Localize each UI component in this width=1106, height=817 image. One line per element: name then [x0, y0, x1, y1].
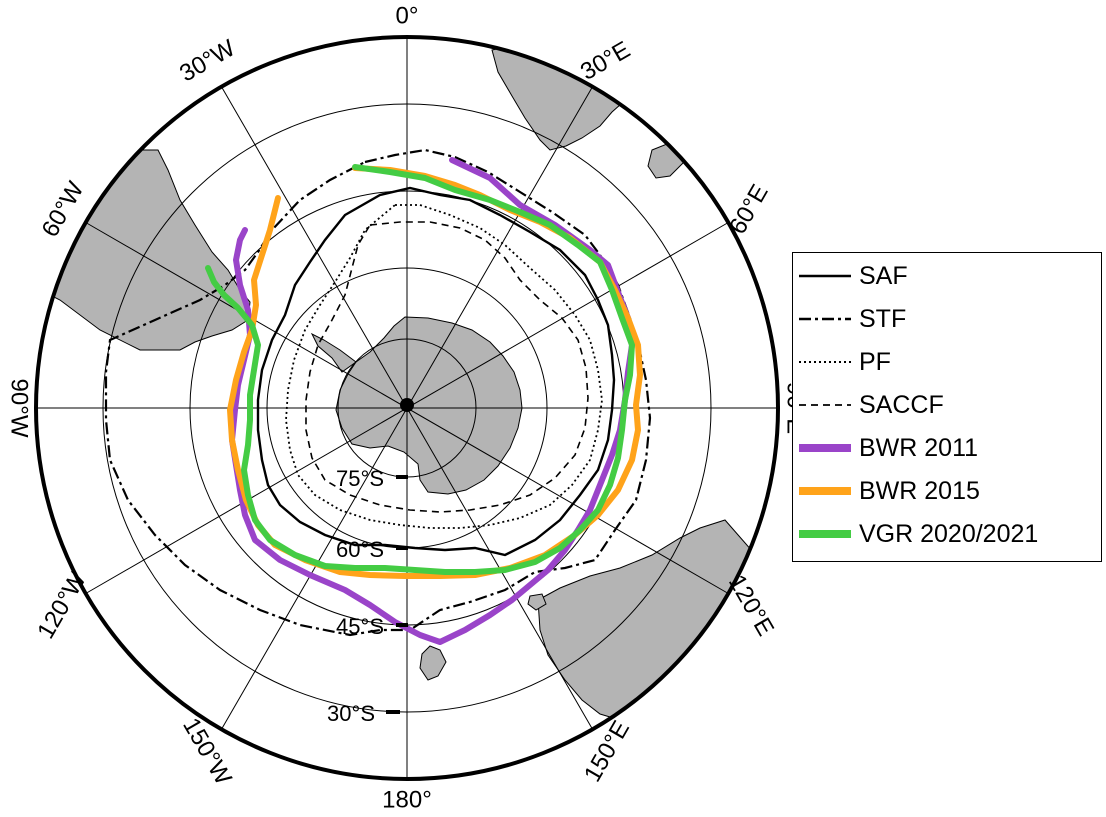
- legend-swatch-saf: [799, 274, 851, 278]
- legend-swatch-bwr-2015: [799, 487, 851, 495]
- lon-label-0: 0°: [396, 2, 419, 29]
- lat-label-30s: 30°S: [327, 701, 375, 726]
- legend-swatch-pf: [799, 361, 851, 363]
- legend-item-bwr-2011: BWR 2011: [799, 433, 978, 463]
- legend-label-saccf: SACCF: [859, 390, 944, 419]
- legend-item-bwr-2015: BWR 2015: [799, 476, 980, 506]
- lon-label-150w: 150°W: [177, 713, 237, 789]
- legend-item-saccf: SACCF: [799, 390, 944, 420]
- lon-label-60e: 60°E: [724, 180, 774, 239]
- map-frame: [34, 35, 780, 781]
- legend-swatch-saccf: [799, 404, 851, 406]
- lat-ticks: [386, 475, 408, 714]
- vgr-2020-2021-track: [205, 164, 635, 575]
- legend-swatch-stf: [799, 317, 851, 321]
- legend-label-bwr-2011: BWR 2011: [859, 433, 979, 462]
- legend-item-pf: PF: [799, 347, 891, 377]
- lon-label-90w: 90°W: [6, 379, 33, 438]
- lon-label-120e: 120°E: [723, 570, 779, 640]
- lat-labels: 75°S 60°S 45°S 30°S: [327, 466, 384, 726]
- new-zealand-landmass: [419, 645, 447, 681]
- lon-label-30w: 30°W: [175, 34, 240, 87]
- lon-label-150e: 150°E: [579, 716, 635, 786]
- legend-swatch-vgr-2020-2021: [799, 530, 851, 538]
- legend: SAF STF PF SACCF BWR 2011 BWR 2015 VGR 2…: [792, 252, 1102, 562]
- legend-item-saf: SAF: [799, 261, 908, 291]
- stf-front-line: [104, 148, 652, 637]
- tasmania-landmass: [527, 593, 547, 611]
- legend-label-vgr-2020-2021: VGR 2020/2021: [859, 519, 1039, 548]
- lon-label-120w: 120°W: [32, 567, 92, 643]
- legend-label-saf: SAF: [859, 261, 908, 290]
- lat-label-60s: 60°S: [336, 537, 384, 562]
- legend-label-bwr-2015: BWR 2015: [859, 476, 980, 505]
- lon-label-180: 180°: [382, 786, 432, 813]
- pf-front-line: [285, 204, 603, 529]
- legend-swatch-bwr-2011: [799, 444, 851, 452]
- saf-front-line: [256, 186, 616, 557]
- lat-label-45s: 45°S: [336, 614, 384, 639]
- legend-item-stf: STF: [799, 304, 906, 334]
- south-pole-marker: [400, 398, 414, 412]
- new-guinea-landmass: [627, 729, 691, 761]
- lon-label-30e: 30°E: [576, 36, 635, 86]
- tracks-layer: [205, 157, 643, 645]
- legend-item-vgr-2020-2021: VGR 2020/2021: [799, 519, 1038, 549]
- legend-label-stf: STF: [859, 304, 907, 333]
- legend-label-pf: PF: [859, 347, 891, 376]
- australia-landmass: [537, 519, 778, 721]
- lat-label-75s: 75°S: [336, 466, 384, 491]
- fronts-layer: [104, 148, 652, 637]
